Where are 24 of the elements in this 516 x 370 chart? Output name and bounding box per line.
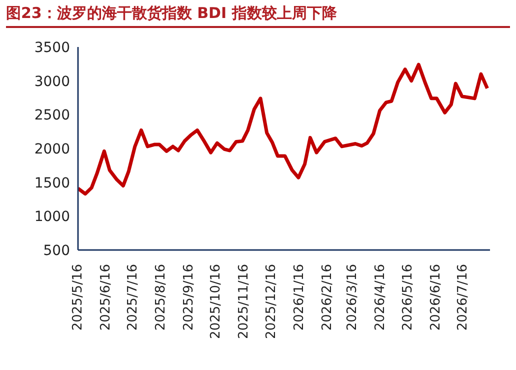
line-series <box>78 62 490 196</box>
chart-title: 图23：波罗的海干散货指数 BDI 指数较上周下降 <box>6 4 337 23</box>
x-tick-label: 2025/10/16 <box>208 264 224 339</box>
x-tick-label: 2025/7/16 <box>126 264 141 331</box>
x-tick-label: 2025/6/16 <box>98 264 114 331</box>
x-tick-label: 2026/6/16 <box>428 264 444 331</box>
y-tick-label: 500 <box>43 242 70 259</box>
x-tick-label: 2025/8/16 <box>154 264 169 331</box>
x-tick-label: 2026/3/16 <box>345 264 360 331</box>
x-tick-label: 2025/9/16 <box>182 264 197 331</box>
y-tick-label: 1000 <box>34 209 70 226</box>
x-tick-label: 2026/5/16 <box>400 264 416 331</box>
x-tick-label: 2025/12/16 <box>264 264 279 339</box>
x-tick-label: 2026/7/16 <box>455 264 470 331</box>
x-tick-label: 2026/4/16 <box>373 264 388 331</box>
x-tick-label: 2026/1/16 <box>292 264 307 331</box>
y-tick-label: 2500 <box>34 108 70 124</box>
y-tick-label: 1500 <box>34 175 70 192</box>
x-tick-label: 2025/11/16 <box>236 264 252 339</box>
y-tick-label: 3000 <box>34 74 70 90</box>
y-tick-label: 3500 <box>34 40 70 56</box>
x-tick-label: 2026/2/16 <box>320 264 335 331</box>
y-tick-label: 2000 <box>34 141 70 158</box>
x-tick-label: 2025/5/16 <box>70 264 86 331</box>
